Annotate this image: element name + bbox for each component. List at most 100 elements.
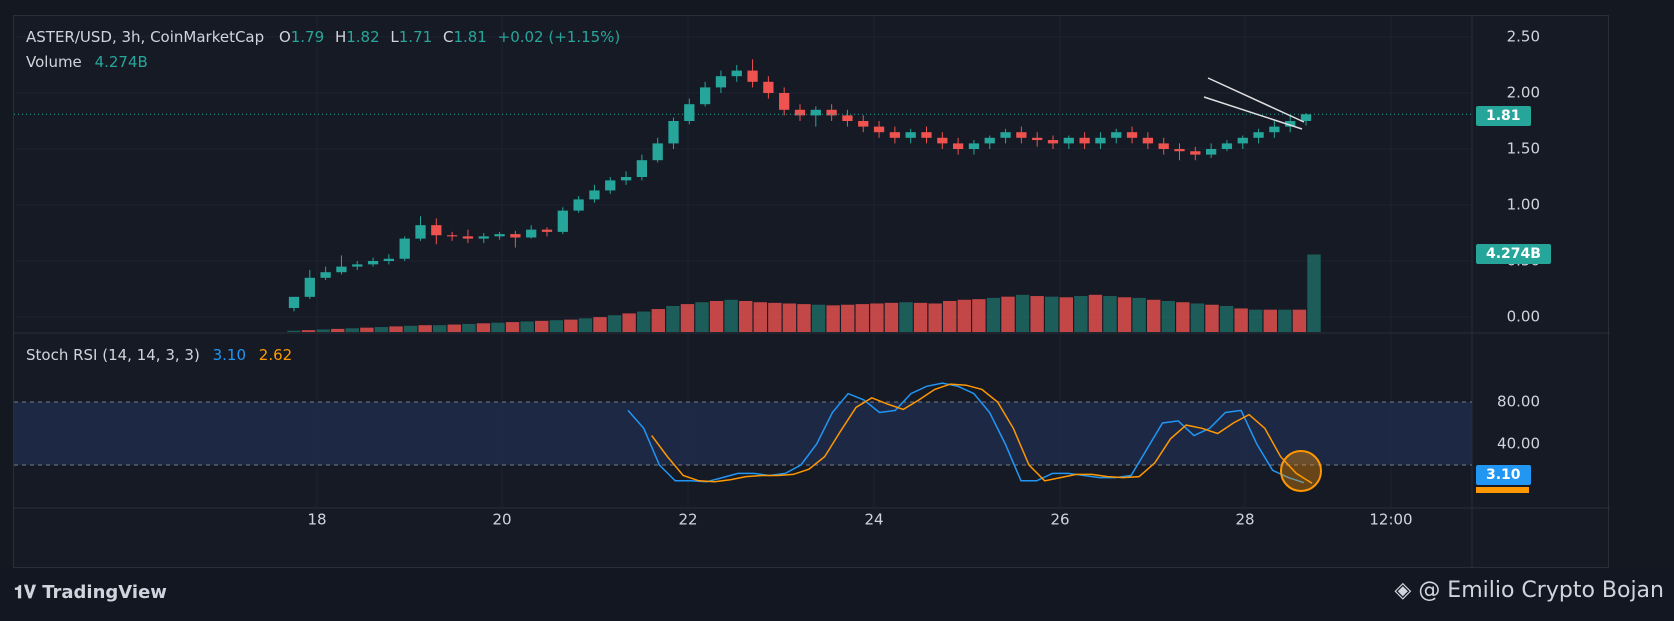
- chart-svg[interactable]: 18202224262812:002.502.001.501.000.500.0…: [14, 16, 1610, 569]
- candle-body: [1158, 143, 1169, 149]
- candle-body: [684, 104, 695, 121]
- volume-bar: [1263, 309, 1277, 332]
- candle-body: [858, 121, 869, 127]
- volume-bar: [564, 319, 578, 332]
- volume-bar: [753, 302, 767, 332]
- candle-body: [652, 143, 663, 161]
- stoch-k-value: 3.10: [212, 346, 246, 364]
- volume-bar: [1074, 296, 1088, 332]
- candle-body: [715, 76, 727, 88]
- volume-bar: [768, 302, 782, 332]
- volume-bar: [1103, 296, 1117, 332]
- chart-frame: 18202224262812:002.502.001.501.000.500.0…: [13, 15, 1610, 569]
- candle-body: [526, 229, 537, 238]
- high-label: H: [334, 28, 347, 46]
- price-tick-label: 2.50: [1507, 28, 1540, 46]
- volume-bar: [447, 324, 461, 332]
- volume-bar: [957, 299, 971, 332]
- volume-bar: [593, 317, 607, 332]
- volume-value: 4.274B: [94, 53, 148, 71]
- candle-body: [446, 235, 458, 237]
- volume-bar: [1015, 294, 1030, 332]
- candle-body: [320, 272, 331, 278]
- candle-body: [1126, 132, 1138, 138]
- volume-bar: [841, 304, 855, 332]
- stoch-legend: Stoch RSI (14, 14, 3, 3) 3.10 2.62: [26, 346, 292, 364]
- volume-bar: [1205, 304, 1219, 332]
- channel-lower-line: [1203, 96, 1303, 130]
- volume-bar: [986, 297, 1001, 332]
- volume-bar: [316, 329, 330, 332]
- candle-body: [1174, 149, 1185, 152]
- candle-body: [826, 109, 837, 116]
- volume-bar: [345, 328, 359, 332]
- footer: [0, 568, 1674, 621]
- volume-bar: [1117, 297, 1132, 332]
- candle-body: [1047, 140, 1059, 144]
- volume-bar: [331, 328, 345, 332]
- volume-bar: [680, 304, 695, 332]
- candle-body: [905, 132, 916, 138]
- volume-bar: [1088, 294, 1103, 332]
- candle-body: [873, 126, 885, 133]
- volume-bar: [724, 299, 738, 332]
- time-tick-label: 24: [864, 511, 883, 529]
- candle-body: [937, 137, 948, 144]
- candle-body: [1253, 132, 1264, 138]
- candle-body: [1285, 121, 1296, 127]
- candle-body: [304, 277, 315, 297]
- candle-body: [731, 70, 742, 77]
- volume-bar: [403, 325, 418, 332]
- volume-bar: [418, 325, 432, 332]
- volume-bar: [535, 320, 549, 332]
- volume-bar: [578, 318, 593, 332]
- volume-bar: [1234, 308, 1248, 332]
- candle-body: [589, 190, 600, 200]
- volume-bar: [1278, 309, 1292, 332]
- stoch-d-value: 2.62: [258, 346, 293, 364]
- candle-body: [921, 132, 932, 138]
- volume-bar: [1161, 301, 1175, 332]
- candle-body: [431, 225, 442, 236]
- volume-bar: [782, 303, 797, 332]
- candle-body: [763, 81, 774, 93]
- volume-bar: [1045, 296, 1059, 332]
- candle-body: [810, 109, 821, 116]
- candle-body: [415, 225, 426, 239]
- candle-body: [1221, 143, 1233, 149]
- candle-body: [747, 70, 758, 82]
- volume-bar: [928, 303, 942, 332]
- candle-body: [1237, 137, 1248, 144]
- tradingview-logo[interactable]: 𝟏𝐕 TradingView: [14, 582, 167, 603]
- volume-bar: [1292, 309, 1307, 332]
- candle-body: [889, 132, 901, 138]
- candle-body: [952, 143, 964, 149]
- candle-body: [1063, 137, 1074, 144]
- candle-body: [842, 115, 853, 121]
- candle-body: [605, 180, 616, 191]
- stoch-k-line: [627, 382, 1305, 484]
- candle-body: [699, 87, 711, 105]
- candle-body: [1000, 132, 1011, 138]
- candle-body: [367, 261, 379, 265]
- binance-icon: ◈: [1394, 578, 1412, 603]
- candle-body: [636, 160, 648, 177]
- low-value: 1.71: [398, 28, 433, 46]
- volume-bar: [491, 322, 505, 332]
- volume-bar: [360, 327, 374, 332]
- volume-tag: 4.274B: [1476, 244, 1551, 264]
- time-tick-label: 12:00: [1369, 511, 1412, 529]
- volume-bar: [1132, 297, 1146, 332]
- volume-bar: [549, 320, 563, 332]
- volume-bar: [1059, 297, 1073, 332]
- watermark-text: @ Emilio Crypto Bojan: [1418, 578, 1664, 603]
- candle-body: [399, 238, 410, 259]
- candle-body: [1079, 137, 1090, 144]
- volume-bar: [695, 302, 709, 332]
- volume-bar: [899, 302, 913, 332]
- volume-bar: [505, 322, 520, 332]
- price-tick-label: 0.00: [1507, 308, 1540, 326]
- candle-body: [779, 93, 790, 110]
- candle-body: [1111, 132, 1122, 138]
- volume-bar: [301, 330, 316, 332]
